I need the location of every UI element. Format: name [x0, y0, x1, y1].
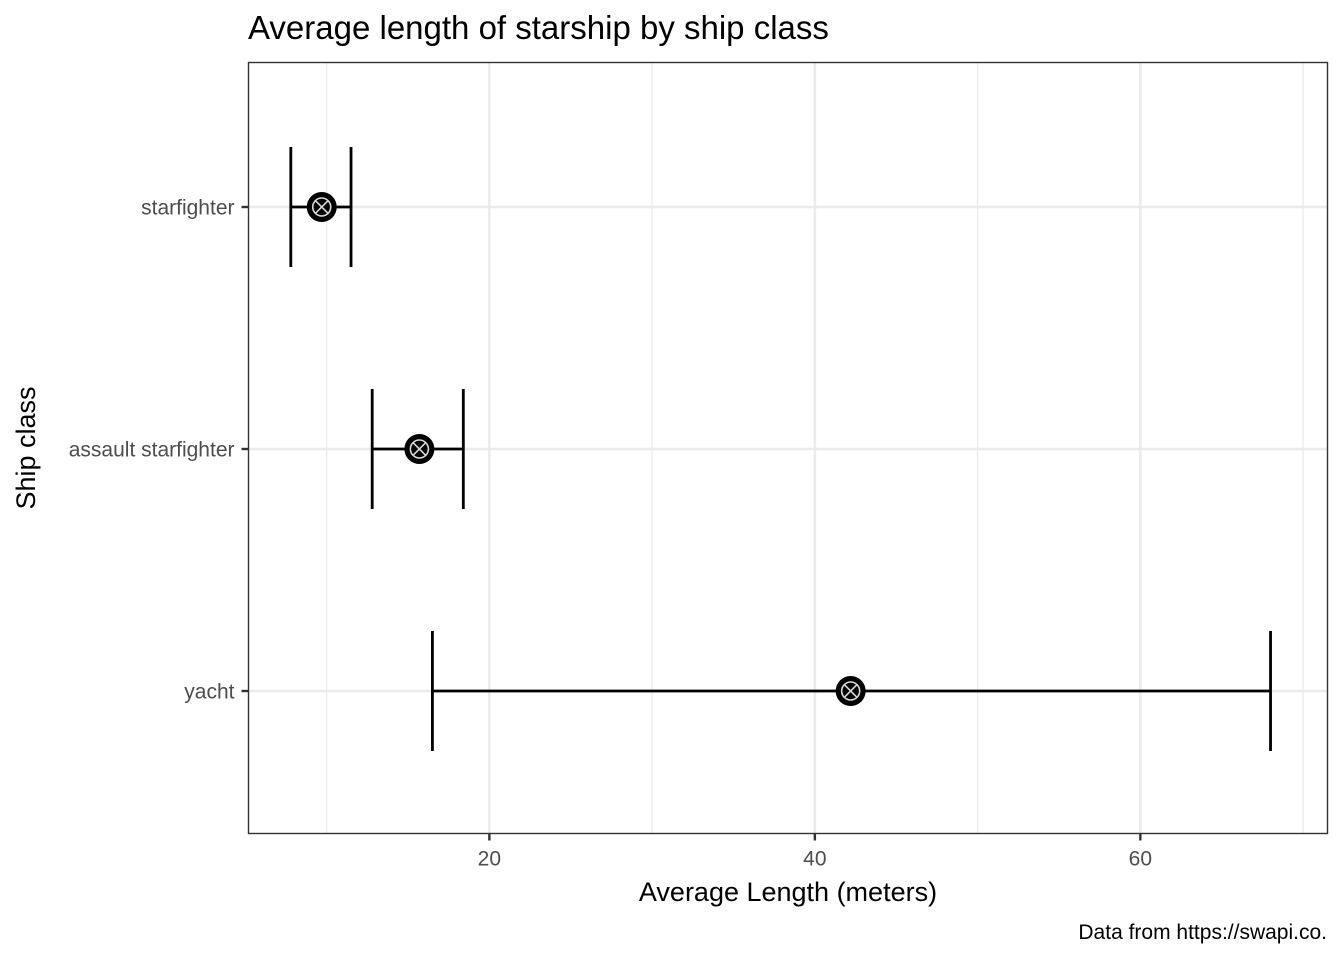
y-tick-label: yacht [184, 681, 234, 704]
x-tick-label: 20 [478, 848, 501, 871]
x-axis-title: Average Length (meters) [639, 877, 937, 907]
data-point-ring [311, 197, 332, 217]
error-bar-marks [289, 147, 1272, 751]
data-point-ring [409, 439, 430, 459]
data-point-ring [840, 681, 861, 701]
data-point [404, 434, 435, 464]
y-tick-label: assault starfighter [69, 439, 235, 462]
y-axis-title: Ship class [11, 386, 41, 509]
data-point-cross [314, 200, 329, 214]
caption: Data from https://swapi.co. [1078, 921, 1327, 944]
axis-ticks: 20 40 60 starfighter assault starfighter yach… [69, 197, 1152, 871]
data-point-cross [412, 442, 427, 456]
y-tick-label: starfighter [141, 197, 234, 220]
data-point [306, 192, 337, 222]
chart-title: Average length of starship by ship class [248, 9, 829, 46]
data-point-cross [843, 684, 858, 698]
x-tick-label: 40 [803, 848, 826, 871]
x-tick-label: 60 [1129, 848, 1152, 871]
data-point [835, 676, 866, 706]
